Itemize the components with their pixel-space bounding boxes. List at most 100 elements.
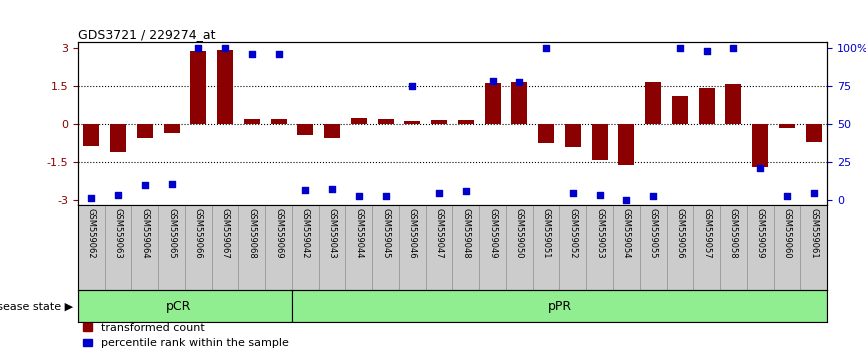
Point (191, 45, 205, 50)
Text: GSM559050: GSM559050 (515, 208, 524, 258)
Bar (645, 82, 661, 124)
Bar (351, 118, 367, 124)
Point (646, 194, 660, 199)
Bar (191, 51, 206, 124)
Text: GSM559045: GSM559045 (381, 208, 390, 258)
Bar (158, 205, 185, 290)
Text: GDS3721 / 229274_at: GDS3721 / 229274_at (78, 28, 216, 41)
Bar (404, 121, 420, 124)
Point (299, 187, 313, 193)
Bar (699, 88, 714, 124)
Bar (164, 124, 179, 133)
Bar (452, 205, 479, 290)
Bar (506, 205, 533, 290)
Text: GSM559058: GSM559058 (729, 208, 738, 258)
Bar (78, 290, 292, 322)
Text: GSM559042: GSM559042 (301, 208, 310, 258)
Bar (78, 205, 105, 290)
Point (753, 166, 767, 171)
Text: GSM559043: GSM559043 (327, 208, 337, 258)
Point (540, 45, 553, 50)
Point (592, 192, 606, 198)
Text: GSM559055: GSM559055 (649, 208, 657, 258)
Point (352, 194, 365, 199)
Point (138, 182, 152, 188)
Bar (238, 205, 265, 290)
Bar (613, 205, 640, 290)
Bar (324, 124, 340, 138)
Bar (805, 124, 822, 142)
Point (807, 190, 821, 195)
Bar (83, 124, 100, 145)
Bar (672, 96, 688, 124)
Point (405, 83, 419, 88)
Point (513, 79, 527, 85)
Bar (667, 205, 694, 290)
Text: GSM559047: GSM559047 (435, 208, 443, 258)
Text: pPR: pPR (547, 300, 572, 313)
Bar (565, 124, 581, 147)
Bar (458, 120, 474, 124)
Point (700, 48, 714, 54)
Text: GSM559068: GSM559068 (248, 208, 256, 259)
Point (325, 186, 339, 192)
Text: GSM559066: GSM559066 (194, 208, 203, 259)
Point (378, 194, 392, 199)
Text: GSM559064: GSM559064 (140, 208, 149, 258)
Bar (185, 205, 211, 290)
Point (432, 190, 446, 195)
Text: GSM559059: GSM559059 (756, 208, 765, 258)
Bar (244, 119, 260, 124)
Text: pCR: pCR (165, 300, 191, 313)
Bar (137, 124, 152, 138)
Text: GSM559069: GSM559069 (275, 208, 283, 258)
Bar (533, 205, 559, 290)
Bar (399, 205, 426, 290)
Bar (110, 124, 126, 152)
Point (111, 192, 125, 198)
Text: GSM559056: GSM559056 (675, 208, 684, 258)
Bar (217, 50, 233, 124)
Bar (211, 205, 238, 290)
Bar (511, 82, 527, 124)
Point (272, 51, 286, 57)
Bar (752, 124, 768, 167)
Text: GSM559051: GSM559051 (541, 208, 551, 258)
Text: GSM559054: GSM559054 (622, 208, 630, 258)
Text: disease state ▶: disease state ▶ (0, 301, 74, 311)
Text: GSM559048: GSM559048 (462, 208, 470, 258)
Point (619, 198, 633, 203)
Bar (586, 205, 613, 290)
Bar (726, 85, 741, 124)
Bar (479, 205, 506, 290)
Bar (694, 205, 720, 290)
Bar (591, 124, 608, 160)
Point (566, 190, 580, 195)
Text: GSM559067: GSM559067 (221, 208, 229, 259)
Text: GSM559061: GSM559061 (809, 208, 818, 258)
Text: GSM559063: GSM559063 (113, 208, 123, 259)
Point (780, 194, 794, 199)
Point (165, 181, 178, 187)
Text: GSM559060: GSM559060 (782, 208, 792, 258)
Bar (720, 205, 746, 290)
Bar (800, 205, 827, 290)
Bar (559, 205, 586, 290)
Bar (132, 205, 158, 290)
Point (218, 45, 232, 50)
Bar (105, 205, 132, 290)
Bar (618, 124, 635, 165)
Point (486, 78, 500, 84)
Text: GSM559044: GSM559044 (354, 208, 364, 258)
Point (245, 51, 259, 57)
Bar (773, 205, 800, 290)
Bar (538, 124, 554, 143)
Bar (779, 124, 795, 128)
Bar (270, 119, 287, 124)
Bar (292, 205, 319, 290)
Bar (431, 120, 447, 124)
Bar (297, 124, 313, 135)
Bar (372, 205, 399, 290)
Bar (426, 205, 452, 290)
Bar (378, 119, 394, 124)
